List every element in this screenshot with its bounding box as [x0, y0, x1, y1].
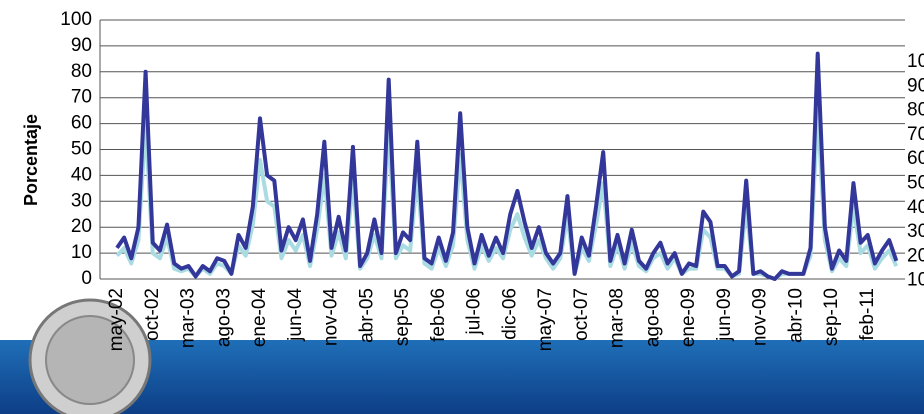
x-tick-label: feb-06 — [428, 288, 449, 342]
y2-tick-label: 50 — [907, 173, 924, 194]
y-tick-label: 30 — [71, 190, 92, 211]
x-tick-label: ago-03 — [213, 288, 234, 347]
y-tick-label: 100 — [60, 9, 92, 30]
x-tick-label: ene-09 — [678, 288, 699, 347]
x-tick-label: ago-08 — [642, 288, 663, 347]
y2-tick-label: 20 — [907, 245, 924, 266]
y-tick-label: 80 — [71, 61, 92, 82]
y2-tick-label: 40 — [907, 197, 924, 218]
x-tick-label: jul-06 — [464, 288, 485, 335]
x-tick-label: feb-11 — [857, 288, 878, 340]
y-tick-label: 20 — [71, 216, 92, 237]
y-tick-label: 0 — [81, 268, 92, 289]
x-tick-label: abr-10 — [785, 288, 806, 343]
y-tick-label: 70 — [71, 87, 92, 108]
footer-band — [0, 340, 924, 414]
y-tick-label: 40 — [71, 164, 92, 185]
series-line — [115, 51, 899, 281]
y-tick-label: 60 — [71, 113, 92, 134]
x-tick-label: jun-04 — [285, 288, 306, 342]
x-tick-label: oct-07 — [571, 288, 592, 341]
x-tick-label: sep-05 — [392, 288, 413, 346]
x-tick-label: may-07 — [535, 288, 556, 351]
x-tick-label: mar-03 — [178, 288, 199, 348]
x-tick-label: may-02 — [106, 288, 127, 351]
y-tick-label: 90 — [71, 35, 92, 56]
y2-tick-label: 100 — [907, 51, 924, 72]
x-tick-label: dic-06 — [499, 288, 520, 340]
y2-tick-label: 30 — [907, 221, 924, 242]
x-tick-label: ene-04 — [249, 288, 270, 348]
y2-tick-label: 60 — [907, 148, 924, 169]
x-tick-label: nov-04 — [321, 288, 342, 347]
logo-inner — [45, 315, 135, 405]
y2-tick-label: 70 — [907, 124, 924, 145]
y-tick-label: 10 — [71, 242, 92, 263]
x-tick-label: sep-10 — [821, 288, 842, 346]
y-tick-label: 50 — [71, 139, 92, 160]
x-tick-label: mar-08 — [607, 288, 628, 348]
x-tick-label: abr-05 — [356, 288, 377, 343]
y2-tick-label: 80 — [907, 100, 924, 121]
x-tick-label: oct-02 — [142, 288, 163, 341]
x-tick-label: jun-09 — [714, 288, 735, 342]
y2-tick-label: 10 — [907, 270, 924, 291]
x-tick-label: nov-09 — [750, 288, 771, 346]
y-axis-label: Porcentaje — [21, 114, 41, 206]
y2-tick-label: 90 — [907, 75, 924, 96]
